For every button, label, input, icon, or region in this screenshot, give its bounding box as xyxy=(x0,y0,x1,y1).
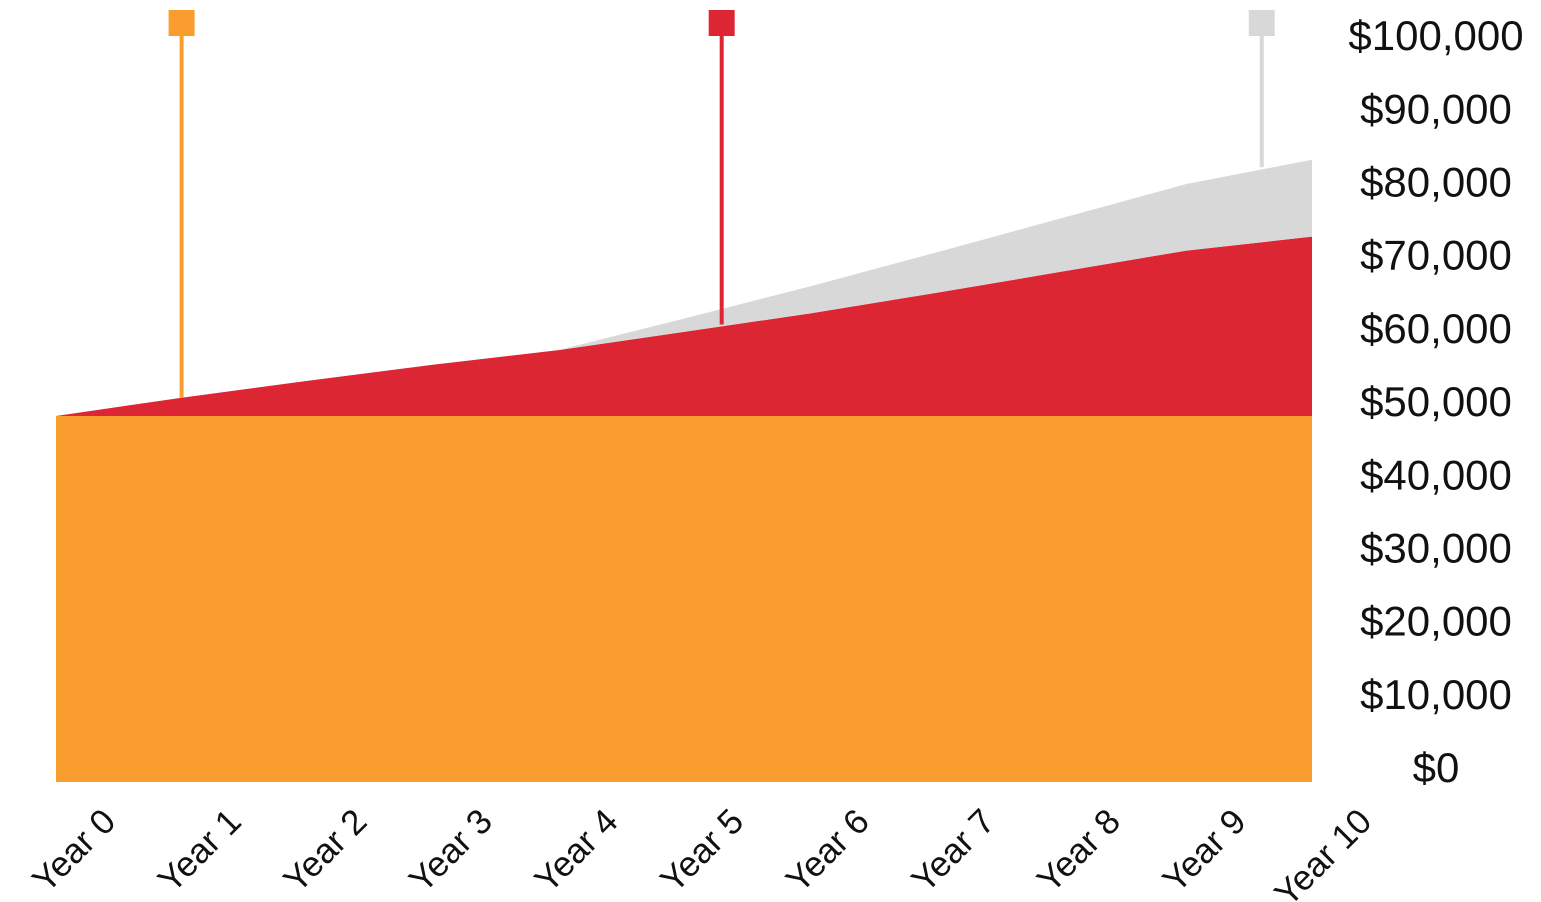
area-series-2 xyxy=(56,236,1312,416)
marker-head-1 xyxy=(168,10,195,36)
x-tick-label: Year 10 xyxy=(1267,802,1379,902)
y-tick-label: $60,000 xyxy=(1360,305,1512,352)
x-tick-label: Year 5 xyxy=(653,802,751,900)
marker-head-3 xyxy=(1248,10,1275,36)
area-series-1 xyxy=(56,416,1312,782)
y-tick-label: $70,000 xyxy=(1360,232,1512,279)
y-tick-label: $30,000 xyxy=(1360,524,1512,571)
y-axis: $0 $10,000 $20,000 $30,000 $40,000 $50,000 $60… xyxy=(1348,12,1523,791)
y-tick-label: $80,000 xyxy=(1360,158,1512,205)
marker-head-2 xyxy=(708,10,735,36)
x-tick-label: Year 6 xyxy=(779,802,877,900)
x-tick-label: Year 0 xyxy=(25,802,123,900)
y-tick-label: $10,000 xyxy=(1360,671,1512,718)
y-tick-label: $50,000 xyxy=(1360,378,1512,425)
area-series-group xyxy=(56,159,1312,782)
y-tick-label: $90,000 xyxy=(1360,85,1512,132)
x-tick-label: Year 4 xyxy=(527,802,625,900)
y-tick-label: $100,000 xyxy=(1348,12,1523,59)
x-axis: Year 0 Year 1 Year 2 Year 3 Year 4 Year 5 Year… xyxy=(25,802,1379,902)
y-tick-label: $40,000 xyxy=(1360,451,1512,498)
x-tick-label: Year 9 xyxy=(1155,802,1253,900)
x-tick-label: Year 7 xyxy=(904,802,1002,900)
y-tick-label: $0 xyxy=(1413,744,1460,791)
y-tick-label: $20,000 xyxy=(1360,598,1512,645)
x-tick-label: Year 8 xyxy=(1030,802,1128,900)
x-tick-label: Year 1 xyxy=(151,802,249,900)
x-tick-label: Year 2 xyxy=(276,802,374,900)
x-tick-label: Year 3 xyxy=(402,802,500,900)
area-series-3 xyxy=(56,159,1312,417)
marker-group xyxy=(168,10,1275,398)
